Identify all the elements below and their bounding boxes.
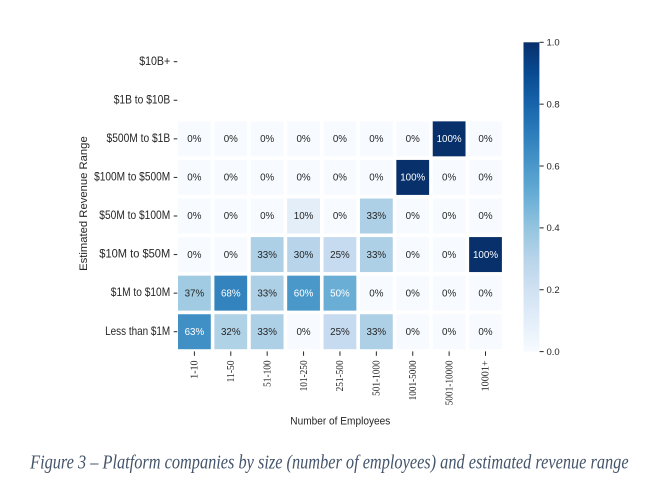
svg-text:0.4: 0.4 <box>547 223 560 234</box>
svg-text:37%: 37% <box>185 288 205 299</box>
svg-text:30%: 30% <box>294 250 314 261</box>
svg-text:Less than $1M: Less than $1M <box>105 324 170 338</box>
svg-text:1.0: 1.0 <box>547 38 560 49</box>
svg-text:0%: 0% <box>442 327 456 338</box>
svg-text:0.6: 0.6 <box>547 161 560 172</box>
svg-text:0%: 0% <box>406 327 420 338</box>
svg-text:0%: 0% <box>224 250 238 261</box>
svg-text:0%: 0% <box>406 288 420 299</box>
svg-text:10%: 10% <box>294 211 314 222</box>
svg-text:50%: 50% <box>330 288 350 299</box>
svg-text:60%: 60% <box>294 288 314 299</box>
svg-text:100%: 100% <box>400 173 425 184</box>
svg-text:0%: 0% <box>224 134 238 145</box>
svg-text:0%: 0% <box>478 173 492 184</box>
svg-text:0%: 0% <box>442 288 456 299</box>
svg-text:0%: 0% <box>187 211 201 222</box>
svg-text:0%: 0% <box>296 134 310 145</box>
svg-text:51-100: 51-100 <box>262 360 273 387</box>
svg-text:0%: 0% <box>406 250 420 261</box>
svg-text:33%: 33% <box>367 327 387 338</box>
svg-text:100%: 100% <box>437 134 462 145</box>
svg-text:$50M to $100M: $50M to $100M <box>99 208 170 222</box>
svg-text:33%: 33% <box>257 288 277 299</box>
svg-text:0%: 0% <box>369 173 383 184</box>
svg-text:0%: 0% <box>478 134 492 145</box>
svg-text:0%: 0% <box>406 134 420 145</box>
svg-text:0%: 0% <box>478 327 492 338</box>
svg-text:$1M to $10M: $1M to $10M <box>111 285 170 299</box>
svg-text:63%: 63% <box>185 327 205 338</box>
svg-text:25%: 25% <box>330 327 350 338</box>
svg-text:0.0: 0.0 <box>547 347 560 358</box>
svg-text:Number of Employees: Number of Employees <box>290 415 390 427</box>
svg-text:$100M to $500M: $100M to $500M <box>94 170 170 184</box>
svg-text:0%: 0% <box>187 173 201 184</box>
svg-text:0%: 0% <box>478 288 492 299</box>
svg-text:0%: 0% <box>296 327 310 338</box>
svg-text:0%: 0% <box>442 173 456 184</box>
svg-text:33%: 33% <box>367 211 387 222</box>
svg-text:0%: 0% <box>442 250 456 261</box>
svg-text:0%: 0% <box>478 211 492 222</box>
svg-text:33%: 33% <box>257 327 277 338</box>
svg-text:0%: 0% <box>296 173 310 184</box>
svg-text:33%: 33% <box>257 250 277 261</box>
svg-text:$10M to $50M: $10M to $50M <box>99 247 170 261</box>
svg-text:0%: 0% <box>333 173 347 184</box>
svg-text:0%: 0% <box>333 211 347 222</box>
svg-text:501-1000: 501-1000 <box>372 360 383 396</box>
svg-text:$10B+: $10B+ <box>139 54 170 68</box>
svg-text:11-50: 11-50 <box>226 360 237 382</box>
svg-text:251-500: 251-500 <box>335 360 346 391</box>
svg-text:0%: 0% <box>260 173 274 184</box>
svg-text:68%: 68% <box>221 288 241 299</box>
svg-text:0%: 0% <box>260 211 274 222</box>
svg-text:Figure 3 – Platform companies: Figure 3 – Platform companies by size (n… <box>29 453 629 474</box>
svg-text:$500M to $1B: $500M to $1B <box>107 131 171 145</box>
svg-text:0%: 0% <box>442 211 456 222</box>
svg-text:0%: 0% <box>406 211 420 222</box>
svg-text:0%: 0% <box>260 134 274 145</box>
svg-text:0%: 0% <box>187 134 201 145</box>
svg-text:33%: 33% <box>367 250 387 261</box>
svg-text:0%: 0% <box>224 211 238 222</box>
svg-text:10001+: 10001+ <box>481 360 492 391</box>
svg-text:100%: 100% <box>473 250 498 261</box>
svg-text:32%: 32% <box>221 327 241 338</box>
svg-text:0%: 0% <box>333 134 347 145</box>
svg-text:0%: 0% <box>369 134 383 145</box>
svg-text:1-10: 1-10 <box>190 360 201 379</box>
svg-text:25%: 25% <box>330 250 350 261</box>
svg-text:101-250: 101-250 <box>299 360 310 391</box>
svg-text:5001-10000: 5001-10000 <box>444 360 455 405</box>
svg-text:$1B to $10B: $1B to $10B <box>114 92 171 106</box>
svg-text:1001-5000: 1001-5000 <box>408 360 419 400</box>
svg-text:0%: 0% <box>369 288 383 299</box>
svg-text:Estimated Revenue Range: Estimated Revenue Range <box>78 136 90 271</box>
svg-text:0%: 0% <box>224 173 238 184</box>
svg-text:0%: 0% <box>187 250 201 261</box>
svg-text:0.2: 0.2 <box>547 285 560 296</box>
svg-text:0.8: 0.8 <box>547 99 560 110</box>
